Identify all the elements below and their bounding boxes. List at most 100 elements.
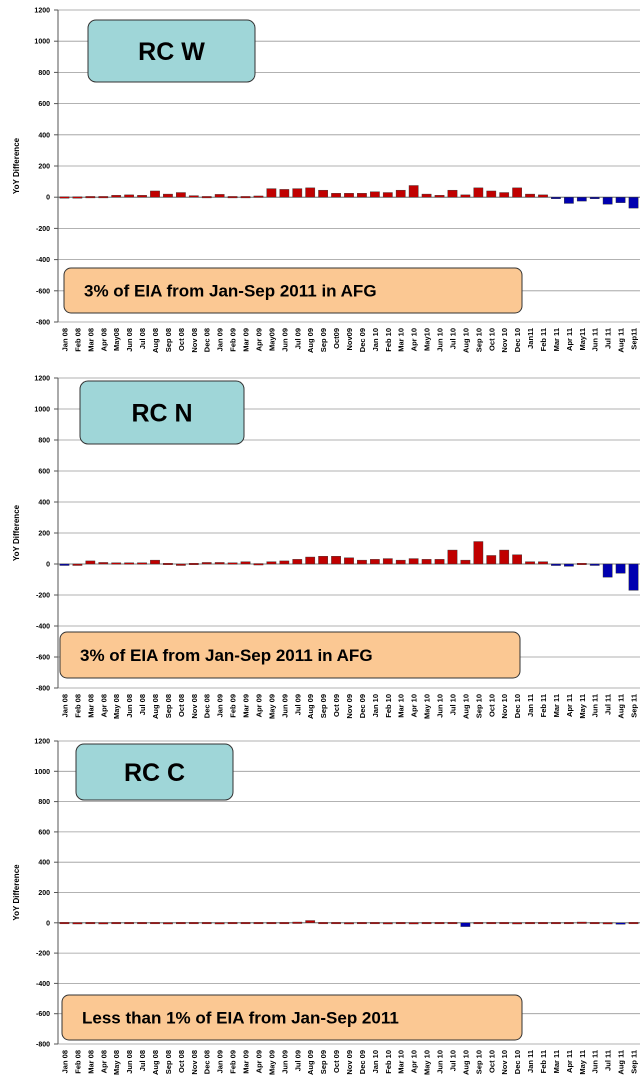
x-tick-label: Jun 10: [436, 694, 445, 718]
bar: [150, 190, 160, 198]
x-tick-label: Jul 11: [604, 1050, 613, 1071]
bar: [214, 922, 225, 925]
y-tick-label: 200: [38, 531, 50, 538]
bar: [525, 922, 535, 925]
x-tick-label: Sep11: [630, 328, 639, 350]
x-tick-label: Apr 08: [99, 328, 108, 351]
x-tick-label: Sep 10: [474, 694, 483, 718]
bar: [240, 922, 251, 925]
bar: [473, 922, 484, 925]
x-tick-label: Jan 10: [371, 1050, 380, 1073]
bar: [357, 559, 367, 565]
x-tick-label: Feb 10: [384, 1050, 393, 1074]
bar: [150, 559, 160, 565]
x-tick-label: Mar 10: [397, 694, 406, 718]
x-tick-label: Sep 09: [319, 1050, 328, 1074]
bar: [214, 194, 225, 198]
y-axis-label: YoY Difference: [12, 137, 21, 194]
x-tick-label: May10: [423, 328, 432, 351]
x-tick-label: Nov 08: [190, 694, 199, 719]
x-tick-label: Jul 09: [293, 1050, 302, 1071]
y-tick-label: -200: [36, 951, 50, 958]
title-box: [75, 743, 234, 801]
x-tick-label: Jan 11: [526, 1050, 535, 1073]
bar: [137, 195, 147, 198]
x-tick-label: Jun 11: [591, 328, 600, 351]
x-tick-label: Feb 10: [384, 328, 393, 352]
bar: [628, 196, 639, 209]
x-tick-label: Dec 08: [203, 694, 212, 718]
x-tick-label: Dec 09: [358, 1050, 367, 1074]
bar: [434, 922, 445, 925]
y-tick-label: -200: [36, 593, 50, 600]
bar: [564, 196, 574, 204]
x-tick-label: Jun 08: [125, 694, 134, 718]
bar: [163, 563, 173, 565]
bar: [124, 194, 134, 198]
x-tick-label: May11: [578, 328, 587, 351]
x-tick-label: Aug 10: [461, 694, 470, 719]
bar: [85, 196, 96, 199]
y-tick-label: 200: [38, 164, 50, 171]
x-tick-label: Mar 10: [397, 328, 406, 352]
bar: [59, 922, 70, 925]
y-tick-label: 600: [38, 469, 50, 476]
bar: [72, 196, 83, 199]
x-tick-label: May 10: [423, 694, 432, 719]
x-tick-label: Mar 09: [242, 1050, 251, 1074]
x-tick-label: Apr 11: [565, 694, 574, 717]
bar: [576, 921, 587, 924]
bar: [447, 549, 458, 565]
chart-title: RC W: [138, 38, 205, 66]
y-tick-label: 1000: [34, 407, 50, 414]
bar: [188, 563, 199, 565]
x-tick-label: Apr 10: [410, 328, 419, 351]
bar: [163, 193, 173, 198]
bar: [486, 922, 497, 925]
bar: [628, 563, 639, 591]
chart-title: RC N: [131, 400, 192, 428]
x-tick-label: Aug 09: [306, 694, 315, 719]
bar: [85, 922, 96, 925]
bar: [615, 922, 626, 925]
x-tick-label: Apr 11: [565, 328, 574, 351]
bar: [395, 922, 406, 925]
annotation-box: [59, 631, 521, 679]
y-tick-label: 600: [38, 101, 50, 108]
bar: [176, 922, 186, 925]
x-tick-label: Jan 08: [60, 694, 69, 717]
bar: [447, 189, 458, 198]
x-tick-label: Jul 11: [604, 328, 613, 349]
x-tick-label: Jul 08: [138, 1050, 147, 1071]
bar: [266, 188, 277, 198]
bar: [434, 559, 445, 565]
x-tick-label: Nov 10: [500, 1050, 509, 1075]
x-tick-label: Oct 08: [177, 694, 186, 717]
x-tick-label: Mar 09: [242, 694, 251, 718]
bar: [421, 193, 432, 198]
bar: [253, 922, 264, 925]
bar: [344, 922, 354, 925]
y-tick-label: -400: [36, 257, 50, 264]
bar: [318, 556, 328, 565]
bar: [344, 557, 354, 565]
x-tick-label: Nov 09: [345, 694, 354, 719]
x-tick-label: Sep 09: [319, 694, 328, 718]
x-tick-label: Nov 10: [500, 694, 509, 719]
x-tick-label: Jan 09: [216, 694, 225, 717]
x-tick-label: Jan 09: [216, 1050, 225, 1073]
y-axis-label: YoY Difference: [12, 504, 21, 561]
x-tick-label: Sep 08: [164, 328, 173, 352]
bar: [150, 922, 160, 925]
bar: [564, 922, 574, 925]
x-tick-label: Mar 11: [552, 694, 561, 717]
chart: -800 -600 -400 -200 0 200 400 600 800 1000 1200 YoY…: [12, 376, 640, 719]
x-tick-label: May 08: [112, 1050, 121, 1075]
annotation-box: [61, 994, 523, 1041]
x-tick-label: Dec 08: [203, 328, 212, 352]
x-tick-label: Aug 11: [617, 1050, 626, 1075]
y-tick-label: -600: [36, 1011, 50, 1018]
bar: [460, 559, 471, 565]
bar: [201, 922, 212, 925]
